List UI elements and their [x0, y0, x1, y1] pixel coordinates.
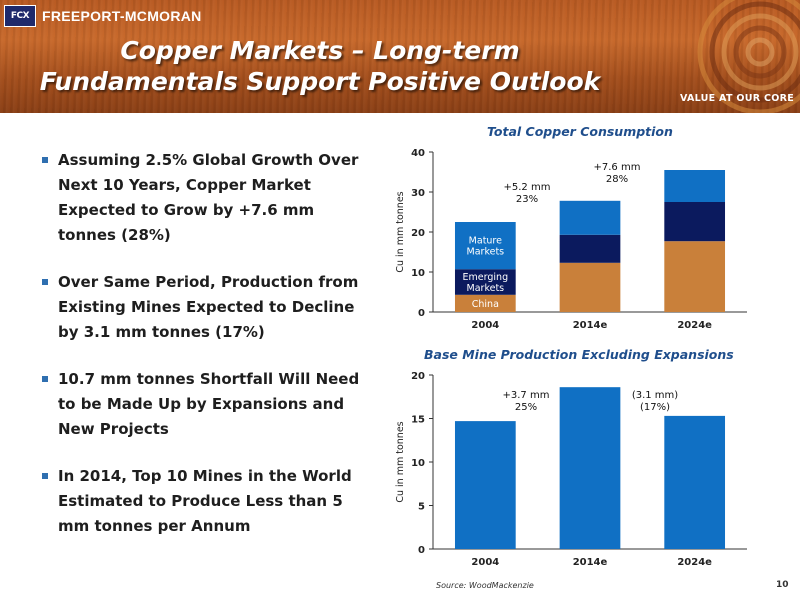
y-tick-label: 10: [411, 268, 425, 279]
y-tick-label: 0: [418, 308, 425, 319]
series-label: China: [472, 299, 499, 310]
series-label: Mature: [469, 236, 502, 247]
bullet-text: Assuming 2.5% Global Growth Over Next 10…: [58, 151, 359, 244]
slide-header: FCX FREEPORT-MCMORAN Copper Markets – Lo…: [0, 0, 800, 113]
company-logo: FCX FREEPORT-MCMORAN: [4, 5, 202, 27]
change-annotation: +3.7 mm: [503, 390, 550, 401]
bar-segment: [454, 222, 516, 270]
series-label: Emerging: [463, 272, 509, 283]
y-axis-title: Cu in mm tonnes: [395, 421, 406, 502]
change-annotation: (3.1 mm): [632, 390, 678, 401]
tagline: VALUE AT OUR CORE: [679, 93, 794, 104]
change-annotation: (17%): [640, 402, 670, 413]
bar-segment: [664, 170, 726, 202]
consumption-chart-title: Total Copper Consumption: [487, 124, 673, 139]
y-tick-label: 10: [411, 458, 425, 469]
change-annotation: +5.2 mm: [504, 182, 551, 193]
y-tick-label: 40: [411, 148, 425, 159]
title-line-2: Fundamentals Support Positive Outlook: [39, 67, 601, 96]
bullet-square-icon: [42, 376, 48, 382]
y-tick-label: 0: [418, 545, 425, 556]
x-tick-label: 2024e: [677, 320, 712, 331]
production-chart-title: Base Mine Production Excluding Expansion…: [424, 347, 734, 362]
bar-segment: [559, 262, 621, 312]
change-annotation: 25%: [515, 402, 537, 413]
page-number: 10: [776, 580, 789, 590]
y-tick-label: 20: [411, 228, 425, 239]
bar-segment: [664, 202, 726, 242]
header-texture: [0, 0, 800, 113]
bar-segment: [454, 269, 516, 295]
y-tick-label: 30: [411, 188, 425, 199]
bullet-text: Over Same Period, Production from Existi…: [58, 273, 359, 341]
bar-segment: [559, 200, 621, 235]
slide-title: Copper Markets – Long-term Fundamentals …: [0, 35, 640, 97]
logo-mark: FCX: [4, 5, 36, 27]
y-tick-label: 5: [418, 502, 425, 513]
change-annotation: 28%: [606, 174, 628, 185]
series-label: Markets: [467, 247, 505, 258]
bullet-square-icon: [42, 157, 48, 163]
y-axis-title: Cu in mm tonnes: [395, 191, 406, 272]
series-label: Markets: [467, 283, 505, 294]
bullet-item: Over Same Period, Production from Existi…: [42, 270, 362, 345]
x-tick-label: 2004: [471, 557, 499, 568]
bullet-square-icon: [42, 279, 48, 285]
change-annotation: 23%: [516, 194, 538, 205]
bullet-text: 10.7 mm tonnes Shortfall Will Need to be…: [58, 370, 360, 438]
bar-segment: [559, 234, 621, 263]
title-line-1: Copper Markets – Long-term: [120, 36, 520, 65]
y-tick-label: 20: [411, 371, 425, 382]
x-tick-label: 2004: [471, 320, 499, 331]
x-tick-label: 2024e: [677, 557, 712, 568]
change-annotation: +7.6 mm: [594, 162, 641, 173]
bullet-item: Assuming 2.5% Global Growth Over Next 10…: [42, 148, 362, 248]
x-tick-label: 2014e: [573, 320, 608, 331]
y-tick-label: 15: [411, 415, 425, 426]
bullet-square-icon: [42, 473, 48, 479]
bar: [664, 415, 726, 549]
bar-segment: [664, 241, 726, 312]
bullet-list: Assuming 2.5% Global Growth Over Next 10…: [42, 148, 362, 561]
bullet-item: 10.7 mm tonnes Shortfall Will Need to be…: [42, 367, 362, 442]
bar-segment: [454, 294, 516, 312]
decorative-rings-graphic: [697, 0, 800, 113]
bar: [559, 387, 621, 549]
source-note: Source: WoodMackenzie: [436, 581, 534, 590]
bullet-text: In 2014, Top 10 Mines in the World Estim…: [58, 467, 352, 535]
company-name: FREEPORT-MCMORAN: [42, 8, 202, 24]
bar: [454, 421, 516, 549]
x-tick-label: 2014e: [573, 557, 608, 568]
bullet-item: In 2014, Top 10 Mines in the World Estim…: [42, 464, 362, 539]
